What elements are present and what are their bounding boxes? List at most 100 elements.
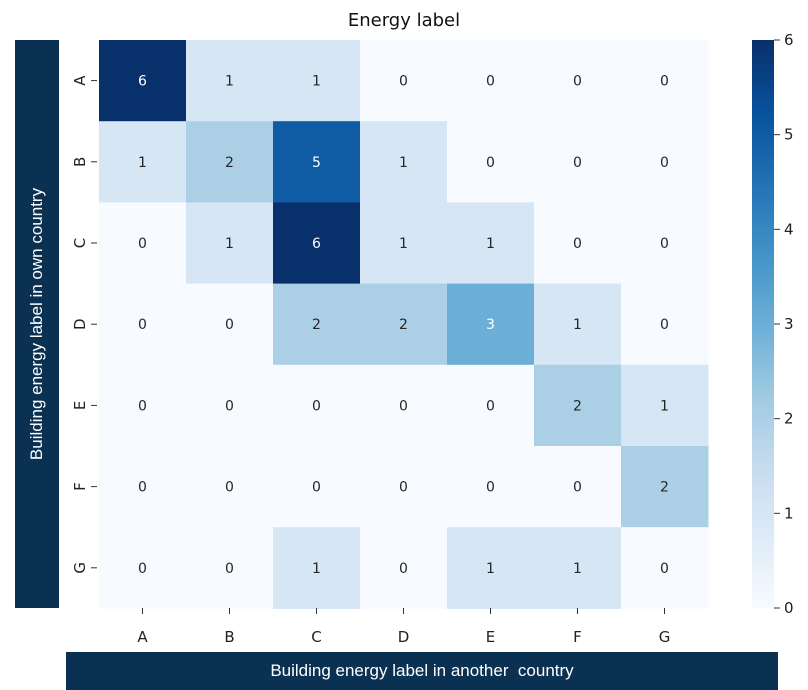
heatmap-cell bbox=[186, 40, 274, 122]
heatmap-cell bbox=[273, 446, 361, 528]
heatmap-cell bbox=[99, 40, 187, 122]
heatmap-cell bbox=[99, 364, 187, 447]
heatmap-cell bbox=[447, 364, 535, 447]
heatmap-cell bbox=[273, 40, 361, 122]
heatmap-cell bbox=[621, 283, 709, 366]
cell-value-label: 1 bbox=[399, 155, 408, 171]
cell-value-label: 0 bbox=[138, 317, 147, 333]
cell-value-label: 1 bbox=[312, 74, 321, 90]
heatmap-cell bbox=[186, 527, 274, 609]
cell-value-label: 1 bbox=[399, 236, 408, 252]
heatmap-cell bbox=[186, 121, 274, 203]
heatmap-cell bbox=[534, 202, 622, 285]
x-tick-label: F bbox=[573, 628, 582, 646]
cell-value-label: 2 bbox=[573, 398, 582, 414]
heatmap-cell bbox=[621, 202, 709, 285]
cell-value-label: 1 bbox=[312, 561, 321, 577]
cell-value-label: 1 bbox=[573, 317, 582, 333]
heatmap-cell bbox=[273, 121, 361, 203]
chart-title: Energy label bbox=[348, 10, 460, 31]
heatmap-cell bbox=[360, 283, 448, 366]
colorbar-tick-label: 3 bbox=[784, 315, 794, 333]
heatmap-cell bbox=[360, 121, 448, 203]
y-tick-label: D bbox=[71, 318, 89, 330]
heatmap-cell bbox=[273, 202, 361, 285]
cell-value-label: 1 bbox=[660, 398, 669, 414]
heatmap-cell bbox=[99, 283, 187, 366]
colorbar-tick-label: 6 bbox=[784, 31, 794, 49]
cell-value-label: 0 bbox=[312, 480, 321, 496]
cell-value-label: 6 bbox=[312, 236, 321, 252]
cell-value-label: 0 bbox=[660, 236, 669, 252]
y-tick-label: C bbox=[71, 238, 89, 248]
heatmap-cell bbox=[447, 283, 535, 366]
cell-value-label: 0 bbox=[399, 561, 408, 577]
cell-value-label: 0 bbox=[573, 480, 582, 496]
cell-value-label: 0 bbox=[660, 155, 669, 171]
colorbar-tick-label: 4 bbox=[784, 220, 794, 238]
heatmap-cells: 6 1 1 0 0 0 01 2 5 1 0 0 00 1 6 1 1 0 00 0 2 2 3 1 00 0 0 0 0 2 10 0 0 0 0… bbox=[99, 40, 709, 609]
x-axis-ticks: A B C D E F G bbox=[137, 608, 670, 646]
cell-value-label: 2 bbox=[225, 155, 234, 171]
cell-value-label: 3 bbox=[486, 317, 495, 333]
x-axis-label: Building energy label in another country bbox=[270, 661, 574, 680]
heatmap-cell bbox=[99, 527, 187, 609]
heatmap-cell bbox=[360, 202, 448, 285]
cell-value-label: 1 bbox=[486, 236, 495, 252]
cell-value-label: 0 bbox=[138, 398, 147, 414]
y-tick-label: F bbox=[71, 482, 89, 491]
cell-value-label: 0 bbox=[225, 398, 234, 414]
cell-value-label: 0 bbox=[486, 74, 495, 90]
heatmap-cell bbox=[273, 283, 361, 366]
cell-value-label: 0 bbox=[486, 398, 495, 414]
x-axis-label-box: Building energy label in another country bbox=[66, 652, 778, 690]
heatmap-cell bbox=[534, 283, 622, 366]
colorbar-tick-label: 2 bbox=[784, 410, 794, 428]
cell-value-label: 0 bbox=[399, 480, 408, 496]
cell-value-label: 0 bbox=[225, 480, 234, 496]
y-tick-label: A bbox=[71, 75, 89, 86]
cell-value-label: 2 bbox=[660, 480, 669, 496]
heatmap-cell bbox=[360, 364, 448, 447]
x-tick-label: G bbox=[659, 628, 671, 646]
cell-value-label: 0 bbox=[486, 480, 495, 496]
heatmap-cell bbox=[534, 446, 622, 528]
x-tick-label: C bbox=[311, 628, 321, 646]
y-axis-label-box bbox=[15, 40, 59, 608]
heatmap-cell bbox=[273, 527, 361, 609]
cell-value-label: 0 bbox=[660, 74, 669, 90]
cell-value-label: 0 bbox=[573, 236, 582, 252]
cell-value-label: 0 bbox=[573, 74, 582, 90]
x-tick-label: E bbox=[486, 628, 495, 646]
heatmap-cell bbox=[186, 202, 274, 285]
cell-value-label: 1 bbox=[138, 155, 147, 171]
heatmap-cell bbox=[534, 40, 622, 122]
cell-value-label: 1 bbox=[573, 561, 582, 577]
cell-value-label: 0 bbox=[660, 561, 669, 577]
heatmap-cell bbox=[447, 121, 535, 203]
cell-value-label: 5 bbox=[312, 155, 321, 171]
heatmap-cell bbox=[186, 283, 274, 366]
heatmap-cell bbox=[360, 40, 448, 122]
cell-value-label: 0 bbox=[399, 398, 408, 414]
heatmap-cell bbox=[534, 527, 622, 609]
y-axis-ticks: A B C D E F G bbox=[71, 75, 97, 574]
heatmap-cell bbox=[621, 364, 709, 447]
heatmap-cell bbox=[360, 446, 448, 528]
colorbar bbox=[752, 40, 774, 608]
colorbar-ticks: 0 1 2 3 4 5 6 bbox=[774, 31, 794, 617]
heatmap-cell bbox=[360, 527, 448, 609]
heatmap-cell bbox=[534, 121, 622, 203]
y-tick-label: G bbox=[71, 562, 89, 574]
heatmap-cell bbox=[621, 446, 709, 528]
x-tick-label: B bbox=[224, 628, 234, 646]
heatmap-cell bbox=[273, 364, 361, 447]
colorbar-tick-label: 5 bbox=[784, 126, 794, 144]
cell-value-label: 1 bbox=[225, 236, 234, 252]
heatmap-cell bbox=[186, 364, 274, 447]
heatmap-cell bbox=[447, 202, 535, 285]
cell-value-label: 0 bbox=[573, 155, 582, 171]
y-tick-label: E bbox=[71, 401, 89, 410]
colorbar-tick-label: 0 bbox=[784, 599, 794, 617]
